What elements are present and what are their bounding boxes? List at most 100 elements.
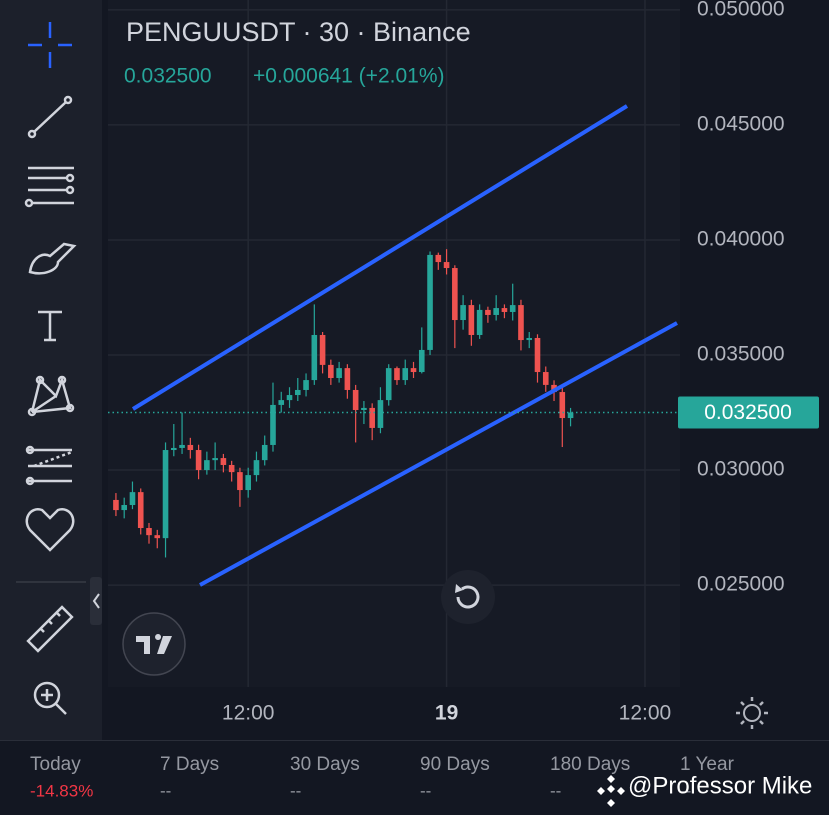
prediction-tool[interactable] [25, 445, 73, 486]
zoom-tool[interactable] [33, 681, 67, 715]
watermark: @Professor Mike [628, 772, 812, 799]
candle-body [187, 444, 194, 451]
y-tick-label: 0.030000 [697, 458, 785, 481]
candle-body [294, 389, 301, 396]
candle-body [394, 368, 400, 381]
candle-body [204, 460, 210, 471]
last-price-label: 0.032500 [704, 401, 792, 424]
candle-body [352, 389, 359, 410]
candle-body [319, 334, 326, 365]
candle-body [146, 528, 152, 536]
reset-button[interactable] [441, 570, 495, 624]
candle-body [328, 364, 334, 379]
trendline-tool[interactable] [27, 95, 73, 139]
brush-tool[interactable] [28, 242, 77, 275]
period-value: -- [550, 781, 561, 800]
crosshair-tool[interactable] [28, 22, 72, 68]
pattern-tool[interactable] [27, 375, 75, 417]
candle-body [427, 254, 433, 350]
candle-body [418, 349, 425, 373]
candle-body [542, 372, 549, 385]
candle-body [228, 464, 235, 473]
y-tick-label: 0.025000 [697, 573, 785, 596]
candle-body [534, 337, 541, 373]
candle-body [170, 447, 177, 451]
candle-body [410, 368, 417, 373]
watermark-logo [597, 775, 625, 807]
period-label: 90 Days [420, 754, 490, 775]
last-price-tag [678, 396, 819, 429]
candle-body [402, 368, 409, 381]
period-value: -- [680, 781, 691, 800]
candle-body [336, 368, 342, 379]
x-tick-label: 12:00 [222, 702, 275, 725]
fib-tool[interactable] [24, 166, 75, 208]
candle-body [476, 309, 483, 335]
candle-body [385, 368, 392, 401]
candle-body [501, 308, 508, 312]
channel-lower [199, 321, 678, 587]
settings-button[interactable] [736, 697, 768, 729]
tv-logo [122, 612, 186, 676]
candle-body [369, 407, 375, 428]
candle-body [270, 404, 276, 445]
candle-body [245, 475, 251, 491]
x-tick-label: 19 [435, 702, 458, 725]
period-label: 1 Year [680, 754, 735, 775]
candle-body [261, 444, 268, 461]
candle-body [361, 407, 367, 410]
x-tick-label: 12:00 [619, 702, 672, 725]
candle-body [303, 380, 309, 390]
candle-body [212, 458, 218, 461]
candle-body [559, 392, 566, 419]
candle-body [220, 458, 227, 465]
channel-upper [131, 104, 629, 411]
text-tool[interactable] [38, 310, 62, 342]
candles [113, 249, 574, 558]
period-label: Today [30, 754, 81, 775]
candle-body [154, 535, 161, 539]
period-value: -- [160, 781, 171, 800]
period-label: 180 Days [550, 754, 630, 775]
candle-body [435, 254, 442, 263]
candle-body [121, 505, 128, 511]
candle-body [162, 450, 169, 539]
symbol-title: PENGUUSDT · 30 · Binance [126, 17, 471, 47]
y-tick-label: 0.045000 [697, 112, 785, 135]
period-value: -14.83% [30, 781, 93, 800]
price-change: +0.000641 (+2.01%) [253, 65, 444, 88]
candle-body [286, 395, 293, 401]
collapse-toolbar[interactable] [90, 577, 102, 625]
candle-body [526, 337, 533, 341]
candle-body [567, 412, 574, 419]
candle-body [137, 492, 144, 529]
toolbar [0, 0, 102, 740]
candle-body [377, 400, 384, 428]
period-label: 7 Days [160, 754, 219, 775]
candle-body [195, 450, 202, 471]
period-label: 30 Days [290, 754, 360, 775]
candle-body [452, 268, 458, 321]
candle-body [443, 262, 450, 269]
candle-body [311, 334, 318, 381]
candle-body [468, 305, 475, 335]
candle-body [518, 305, 524, 341]
candle-body [509, 305, 516, 312]
collapse-arrow [92, 593, 100, 609]
candle-body [253, 460, 260, 476]
candle-body [179, 444, 185, 448]
candle-body [344, 368, 351, 390]
overlay: 0.032500 [108, 396, 819, 429]
ruler-tool[interactable] [26, 605, 74, 653]
y-tick-label: 0.050000 [697, 0, 785, 20]
current-price: 0.032500 [124, 65, 212, 88]
candle-body [278, 400, 285, 405]
favorites-tool[interactable] [25, 508, 75, 552]
toolbar-icons [16, 22, 86, 715]
candle-body [113, 499, 119, 511]
y-tick-label: 0.035000 [697, 343, 785, 366]
candle-body [485, 309, 491, 315]
candle-body [129, 492, 136, 506]
